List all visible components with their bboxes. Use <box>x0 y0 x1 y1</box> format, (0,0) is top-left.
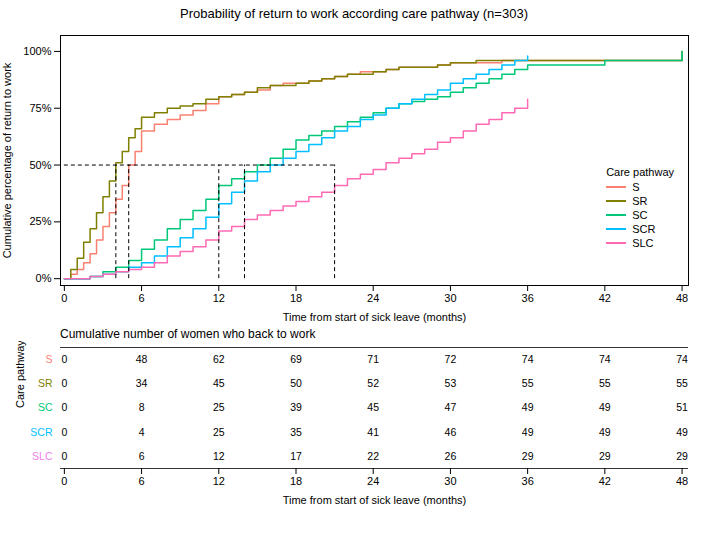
svg-text:72: 72 <box>445 353 457 365</box>
svg-text:4: 4 <box>139 426 145 438</box>
svg-text:S: S <box>45 353 52 365</box>
svg-text:46: 46 <box>445 426 457 438</box>
svg-text:0%: 0% <box>36 272 52 284</box>
svg-text:Time from start of sick leave: Time from start of sick leave (months) <box>283 494 467 506</box>
svg-text:50: 50 <box>290 377 302 389</box>
svg-text:24: 24 <box>367 475 379 487</box>
svg-text:0: 0 <box>61 292 67 304</box>
svg-text:74: 74 <box>522 353 534 365</box>
html-text:Cumulative number of women who: Cumulative number of women who back to w… <box>60 327 316 341</box>
svg-text:35: 35 <box>290 426 302 438</box>
svg-text:42: 42 <box>599 292 611 304</box>
svg-text:0: 0 <box>61 450 67 462</box>
svg-text:49: 49 <box>599 426 611 438</box>
svg-text:49: 49 <box>599 401 611 413</box>
svg-text:74: 74 <box>599 353 611 365</box>
svg-text:30: 30 <box>444 475 456 487</box>
svg-text:18: 18 <box>290 475 302 487</box>
svg-text:0: 0 <box>61 401 67 413</box>
html-text:SCR: SCR <box>632 223 656 235</box>
html-text:SR: SR <box>632 195 648 207</box>
svg-text:49: 49 <box>676 426 688 438</box>
svg-text:0: 0 <box>61 426 67 438</box>
svg-text:0: 0 <box>61 475 67 487</box>
svg-text:0: 0 <box>61 353 67 365</box>
svg-text:48: 48 <box>136 353 148 365</box>
svg-text:55: 55 <box>676 377 688 389</box>
svg-text:26: 26 <box>445 450 457 462</box>
html-text:SLC: SLC <box>632 237 654 249</box>
html-text:Probability of return to work: Probability of return to work according … <box>180 6 528 21</box>
svg-text:22: 22 <box>367 450 379 462</box>
svg-text:Time from start of sick leave: Time from start of sick leave (months) <box>283 311 467 323</box>
svg-text:25%: 25% <box>29 215 51 227</box>
svg-text:48: 48 <box>676 475 688 487</box>
html-text:Care pathway: Care pathway <box>606 166 674 178</box>
svg-text:25: 25 <box>213 426 225 438</box>
svg-text:24: 24 <box>367 292 379 304</box>
svg-text:6: 6 <box>139 450 145 462</box>
svg-text:Care pathway: Care pathway <box>14 341 26 408</box>
svg-text:74: 74 <box>676 353 688 365</box>
svg-text:71: 71 <box>367 353 379 365</box>
svg-text:45: 45 <box>213 377 225 389</box>
svg-text:30: 30 <box>444 292 456 304</box>
svg-text:49: 49 <box>522 426 534 438</box>
svg-text:29: 29 <box>599 450 611 462</box>
svg-text:Cumulative percentage of retur: Cumulative percentage of return to work <box>1 62 13 258</box>
svg-text:48: 48 <box>676 292 688 304</box>
svg-text:75%: 75% <box>29 102 51 114</box>
svg-text:34: 34 <box>136 377 148 389</box>
svg-text:29: 29 <box>676 450 688 462</box>
svg-text:18: 18 <box>290 292 302 304</box>
svg-text:25: 25 <box>213 401 225 413</box>
svg-text:6: 6 <box>139 292 145 304</box>
svg-text:12: 12 <box>213 450 225 462</box>
svg-text:SCR: SCR <box>30 426 53 438</box>
svg-text:17: 17 <box>290 450 302 462</box>
svg-text:52: 52 <box>367 377 379 389</box>
svg-text:49: 49 <box>522 401 534 413</box>
svg-text:29: 29 <box>522 450 534 462</box>
svg-text:6: 6 <box>139 475 145 487</box>
svg-text:12: 12 <box>213 475 225 487</box>
svg-text:53: 53 <box>445 377 457 389</box>
svg-text:12: 12 <box>213 292 225 304</box>
svg-text:55: 55 <box>522 377 534 389</box>
html-text:SC: SC <box>632 209 648 221</box>
html-text:S: S <box>632 181 640 193</box>
svg-text:62: 62 <box>213 353 225 365</box>
svg-text:36: 36 <box>522 292 534 304</box>
svg-text:47: 47 <box>445 401 457 413</box>
svg-text:0: 0 <box>61 377 67 389</box>
svg-text:41: 41 <box>367 426 379 438</box>
svg-text:39: 39 <box>290 401 302 413</box>
svg-text:36: 36 <box>522 475 534 487</box>
svg-text:45: 45 <box>367 401 379 413</box>
svg-text:55: 55 <box>599 377 611 389</box>
svg-text:100%: 100% <box>23 45 51 57</box>
svg-text:42: 42 <box>599 475 611 487</box>
svg-text:69: 69 <box>290 353 302 365</box>
svg-text:SC: SC <box>38 401 53 413</box>
svg-text:51: 51 <box>676 401 688 413</box>
svg-text:8: 8 <box>139 401 145 413</box>
svg-text:SLC: SLC <box>32 450 53 462</box>
svg-text:50%: 50% <box>29 159 51 171</box>
svg-text:SR: SR <box>38 377 53 389</box>
